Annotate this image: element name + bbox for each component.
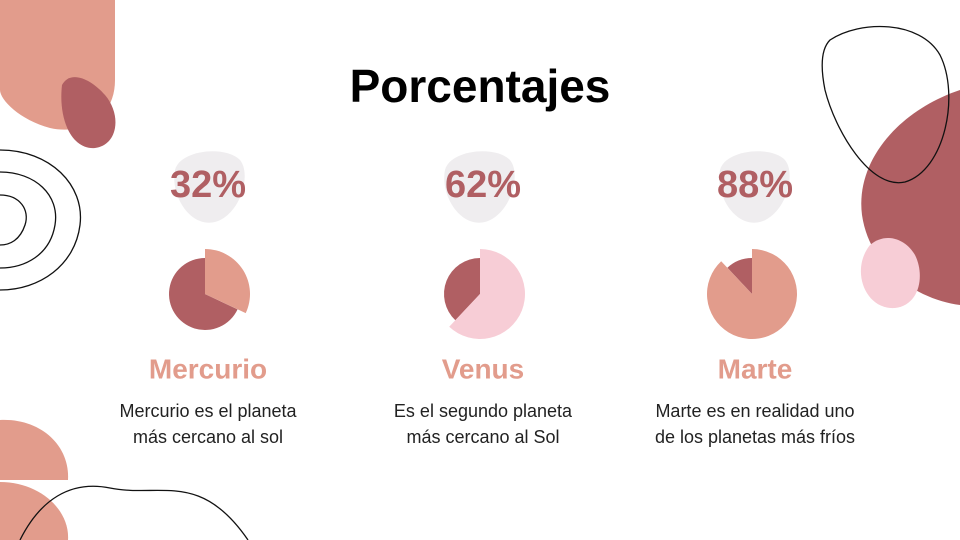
- description: Es el segundo planeta: [394, 401, 573, 421]
- pie-slice: [449, 249, 525, 340]
- blob: [860, 237, 920, 309]
- line: [19, 485, 249, 540]
- description: Marte es en realidad uno: [655, 401, 854, 421]
- blob: [0, 419, 69, 480]
- description: Mercurio es el planeta: [119, 401, 297, 421]
- blob: [0, 482, 69, 540]
- description: más cercano al Sol: [406, 427, 559, 447]
- description: más cercano al sol: [133, 427, 283, 447]
- pie-slice: [707, 249, 798, 339]
- description: de los planetas más fríos: [655, 427, 855, 447]
- pie-rest: [444, 258, 480, 321]
- percent-label: 88%: [717, 164, 793, 206]
- pie-rest: [727, 258, 752, 294]
- slide-title: Porcentajes: [350, 60, 611, 112]
- pie-slice: [205, 249, 250, 314]
- label-backdrops: [174, 151, 790, 223]
- planet-name: Venus: [442, 353, 524, 384]
- line: [821, 25, 950, 184]
- percent-label: 62%: [445, 164, 521, 206]
- planet-name: Mercurio: [149, 353, 267, 384]
- pie-rest: [169, 258, 238, 330]
- planet-name: Marte: [718, 353, 793, 384]
- blob: [61, 77, 116, 149]
- percent-label: 32%: [170, 164, 246, 206]
- contour-lines: [0, 149, 82, 291]
